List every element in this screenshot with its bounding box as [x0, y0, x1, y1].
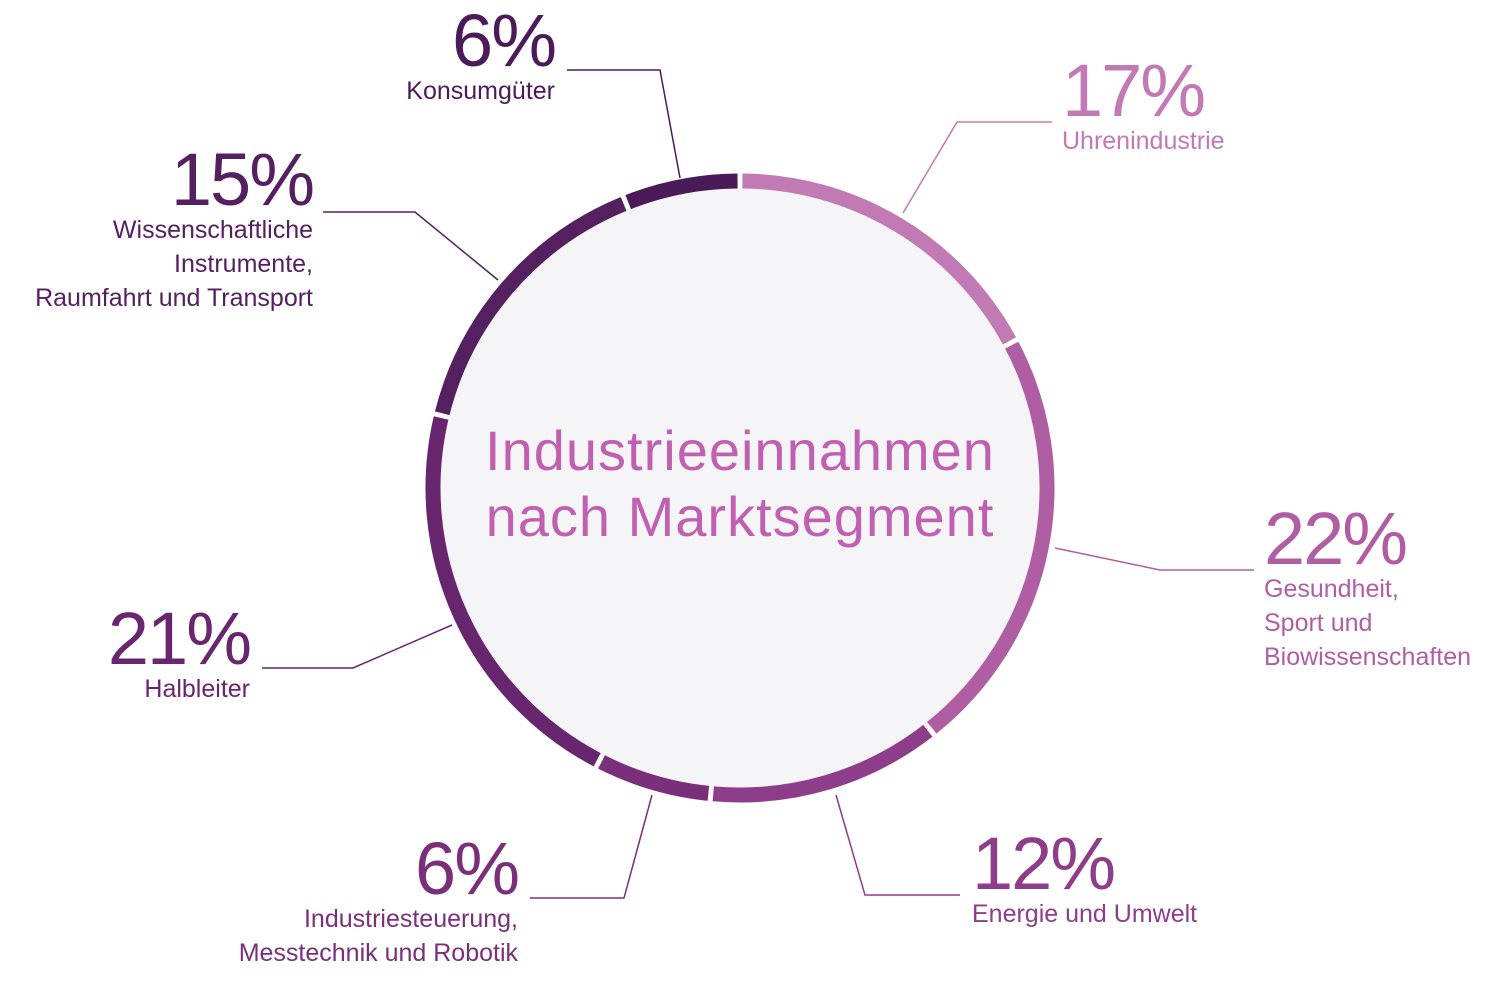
segment-label: 22% Gesundheit, Sport und Biowissenschaft…	[1264, 497, 1472, 674]
leader-line	[902, 121, 1052, 214]
center-disc	[438, 186, 1042, 790]
percent-label: 6%	[452, 0, 557, 82]
category-label: Energie und Umwelt	[972, 900, 1198, 928]
segment-label: 17% Uhrenindustrie	[1062, 49, 1225, 158]
ring-segment	[927, 341, 1055, 734]
category-label: Konsumgüter	[406, 77, 555, 105]
segment-label: 6% Industriesteuerung, Messtechnik und Ro…	[238, 827, 520, 970]
ring-segment	[434, 196, 627, 416]
category-label: Halbleiter	[144, 675, 250, 703]
segment-label: 6% Konsumgüter	[406, 0, 557, 108]
leader-line	[262, 624, 453, 669]
percent-label: 12%	[972, 822, 1116, 905]
percent-label: 22%	[1264, 497, 1408, 580]
leader-line	[835, 794, 960, 896]
category-label: Uhrenindustrie	[1062, 127, 1225, 155]
segment-label: 12% Energie und Umwelt	[972, 822, 1198, 931]
leader-line	[567, 69, 681, 179]
ring-segment	[598, 755, 710, 801]
percent-label: 6%	[415, 827, 520, 910]
ring-segment	[625, 173, 738, 210]
ring-segment	[742, 173, 1017, 345]
segment-label: 21% Halbleiter	[107, 597, 252, 706]
segment-label: 15% Wissenschaftliche Instrumente, Raumfa…	[35, 138, 315, 315]
category-label: Gesundheit, Sport und Biowissenschaften	[1264, 575, 1472, 671]
chart-title: Industrieeinnahmen nach Marktsegment	[485, 419, 995, 548]
percent-label: 21%	[107, 597, 252, 680]
percent-label: 17%	[1062, 49, 1206, 132]
leader-line	[323, 211, 499, 281]
ring-segment	[425, 416, 601, 767]
category-label: Wissenschaftliche Instrumente, Raumfahrt…	[35, 216, 313, 312]
category-label: Industriesteuerung, Messtechnik und Robo…	[238, 905, 518, 967]
ring-segment	[712, 724, 933, 803]
leader-line	[530, 794, 653, 899]
leader-line	[1054, 547, 1254, 571]
percent-label: 15%	[170, 138, 315, 221]
